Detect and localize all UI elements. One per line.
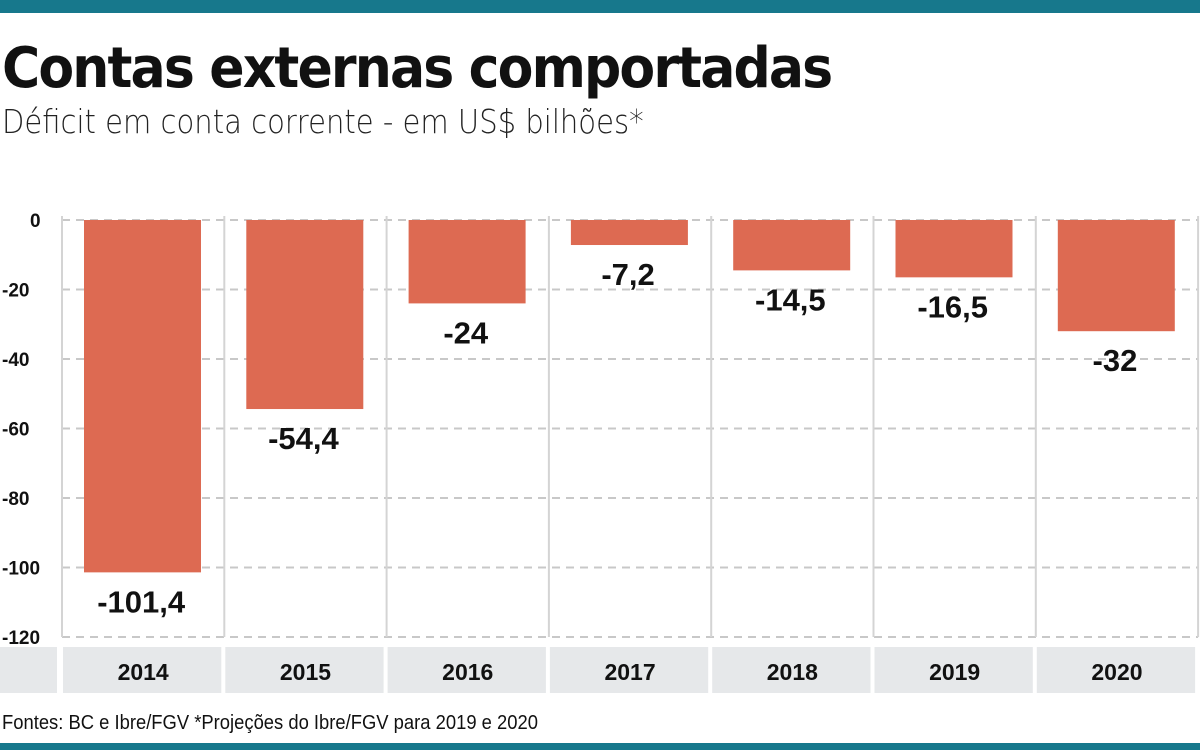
top-accent-bar	[0, 0, 1200, 13]
category-band-cell	[874, 647, 1033, 693]
data-label: -14,5	[755, 282, 826, 317]
y-tick-label: -120	[2, 628, 40, 649]
category-band-cell	[0, 647, 57, 693]
category-band-cell	[549, 647, 709, 693]
x-tick-label: 2019	[929, 659, 980, 685]
category-band-cell	[387, 647, 546, 693]
bar-2019	[895, 220, 1013, 278]
y-tick-label: -100	[2, 559, 40, 580]
category-band-cell	[225, 647, 384, 693]
y-tick-label: -20	[2, 281, 29, 302]
data-label: -101,4	[97, 584, 186, 619]
bottom-accent-bar	[0, 743, 1200, 750]
bar-2020	[1057, 220, 1175, 332]
bar-2015	[246, 220, 364, 410]
data-label: -16,5	[917, 289, 988, 324]
bar-2018	[733, 220, 851, 271]
data-label: -54,4	[268, 421, 339, 456]
category-band-cell	[63, 647, 222, 693]
data-label: -7,2	[601, 257, 654, 292]
x-tick-label: 2015	[280, 659, 331, 685]
bar-2014	[84, 220, 201, 573]
x-tick-label: 2017	[604, 659, 655, 685]
x-tick-label: 2014	[118, 659, 169, 685]
bar-2016	[408, 220, 526, 304]
y-tick-label: -80	[2, 489, 29, 510]
category-band-cell	[1036, 647, 1196, 693]
source-note: Fontes: BC e Ibre/FGV *Projeções do Ibre…	[2, 712, 538, 734]
data-label: -32	[1093, 343, 1138, 378]
data-label: -24	[443, 315, 489, 350]
x-tick-label: 2020	[1091, 659, 1142, 685]
chart-title: Contas externas comportadas	[2, 36, 833, 101]
bar-2017	[570, 220, 688, 246]
category-band-cell	[712, 647, 871, 693]
x-tick-label: 2018	[767, 659, 818, 685]
x-tick-label: 2016	[442, 659, 493, 685]
chart-subtitle: Déficit em conta corrente - em US$ bilhõ…	[2, 102, 644, 141]
y-tick-label: -60	[2, 420, 29, 441]
y-tick-label: -40	[2, 350, 29, 371]
y-tick-label: 0	[30, 211, 41, 232]
